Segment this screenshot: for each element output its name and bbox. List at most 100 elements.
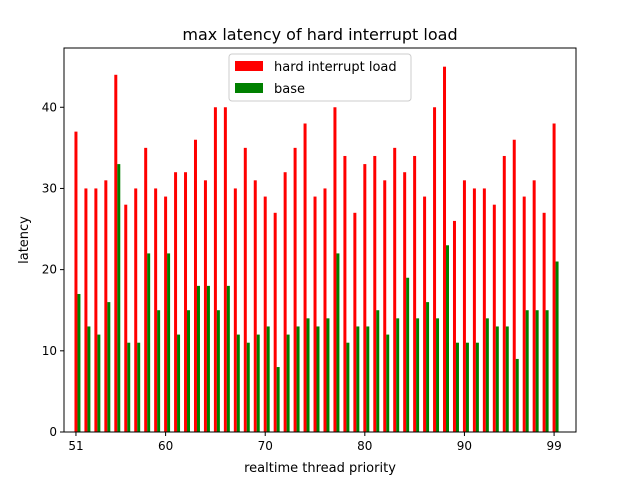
y-tick-label: 20 bbox=[42, 263, 57, 277]
bar-hard-interrupt-load-55 bbox=[114, 74, 118, 432]
bar-hard-interrupt-load-51 bbox=[74, 131, 78, 432]
bar-hard-interrupt-load-92 bbox=[482, 188, 486, 432]
bar-base-95 bbox=[515, 358, 519, 432]
bar-hard-interrupt-load-61 bbox=[174, 172, 178, 432]
bar-base-73 bbox=[296, 326, 300, 432]
bar-base-66 bbox=[226, 285, 230, 432]
bar-hard-interrupt-load-89 bbox=[452, 220, 456, 432]
bar-base-94 bbox=[505, 326, 509, 432]
bar-base-92 bbox=[485, 318, 489, 432]
legend-swatch-base bbox=[235, 83, 263, 93]
bar-hard-interrupt-load-74 bbox=[303, 123, 307, 432]
bar-hard-interrupt-load-77 bbox=[333, 107, 337, 432]
bar-hard-interrupt-load-69 bbox=[253, 180, 257, 432]
bar-hard-interrupt-load-94 bbox=[502, 155, 506, 432]
bar-base-61 bbox=[177, 334, 181, 432]
bar-base-75 bbox=[316, 326, 320, 432]
bar-hard-interrupt-load-56 bbox=[124, 204, 128, 432]
bar-hard-interrupt-load-84 bbox=[403, 172, 407, 432]
bar-base-65 bbox=[216, 310, 220, 432]
bar-hard-interrupt-load-93 bbox=[492, 204, 496, 432]
bar-hard-interrupt-load-72 bbox=[283, 172, 287, 432]
bar-hard-interrupt-load-80 bbox=[363, 164, 367, 432]
y-tick-label: 10 bbox=[42, 344, 57, 358]
bar-base-76 bbox=[326, 318, 330, 432]
y-tick-label: 40 bbox=[42, 100, 57, 114]
bar-hard-interrupt-load-91 bbox=[472, 188, 476, 432]
x-tick-label: 60 bbox=[158, 439, 173, 453]
bar-hard-interrupt-load-97 bbox=[532, 180, 536, 432]
bar-base-78 bbox=[346, 342, 350, 432]
legend-label-base: base bbox=[274, 82, 305, 97]
bar-hard-interrupt-load-62 bbox=[184, 172, 188, 432]
bar-hard-interrupt-load-66 bbox=[223, 107, 227, 432]
x-axis-label: realtime thread priority bbox=[244, 461, 396, 476]
bar-base-88 bbox=[446, 245, 449, 432]
x-tick-label: 70 bbox=[258, 439, 273, 453]
bar-hard-interrupt-load-70 bbox=[263, 196, 267, 432]
x-tick-label: 51 bbox=[68, 439, 83, 453]
bar-base-91 bbox=[475, 342, 479, 432]
legend-box bbox=[228, 53, 412, 102]
y-axis-label: latency bbox=[17, 216, 32, 264]
x-tick-label: 90 bbox=[457, 439, 472, 453]
bar-base-62 bbox=[187, 310, 191, 432]
bar-hard-interrupt-load-90 bbox=[462, 180, 466, 432]
bar-base-84 bbox=[406, 277, 410, 432]
y-tick-label: 30 bbox=[42, 181, 57, 195]
bar-hard-interrupt-load-60 bbox=[164, 196, 168, 432]
bar-base-99 bbox=[555, 261, 559, 432]
bar-base-71 bbox=[276, 367, 280, 432]
bar-base-89 bbox=[455, 342, 459, 432]
bar-hard-interrupt-load-78 bbox=[343, 155, 347, 432]
bar-hard-interrupt-load-98 bbox=[542, 212, 546, 432]
bar-hard-interrupt-load-57 bbox=[134, 188, 138, 432]
bar-base-85 bbox=[416, 318, 420, 432]
bar-base-70 bbox=[266, 326, 270, 432]
bar-hard-interrupt-load-54 bbox=[104, 180, 108, 432]
bar-hard-interrupt-load-58 bbox=[144, 147, 148, 433]
bar-base-64 bbox=[206, 285, 210, 432]
bar-hard-interrupt-load-53 bbox=[94, 188, 98, 432]
bar-hard-interrupt-load-68 bbox=[243, 147, 247, 433]
y-axis-ticks: 0 10 20 30 40 bbox=[42, 100, 64, 439]
x-tick-label: 99 bbox=[546, 439, 561, 453]
bar-base-93 bbox=[495, 326, 499, 432]
bar-hard-interrupt-load-79 bbox=[353, 212, 357, 432]
bar-base-51 bbox=[77, 293, 81, 432]
bar-base-74 bbox=[306, 318, 310, 432]
bar-hard-interrupt-load-95 bbox=[512, 139, 516, 433]
bar-base-55 bbox=[117, 164, 121, 432]
bar-hard-interrupt-load-52 bbox=[84, 188, 88, 432]
bar-hard-interrupt-load-64 bbox=[203, 180, 207, 432]
bar-base-96 bbox=[525, 310, 529, 432]
bar-base-90 bbox=[465, 342, 469, 432]
bar-hard-interrupt-load-96 bbox=[522, 196, 526, 432]
bar-base-57 bbox=[137, 342, 141, 432]
bar-hard-interrupt-load-76 bbox=[323, 188, 327, 432]
bars-layer bbox=[74, 66, 559, 433]
bar-base-81 bbox=[376, 310, 380, 432]
bar-base-56 bbox=[127, 342, 131, 432]
bar-hard-interrupt-load-82 bbox=[383, 180, 387, 432]
bar-hard-interrupt-load-73 bbox=[293, 147, 297, 433]
legend: hard interrupt load base bbox=[228, 53, 412, 102]
bar-base-82 bbox=[386, 334, 390, 432]
bar-hard-interrupt-load-71 bbox=[273, 212, 277, 432]
bar-hard-interrupt-load-59 bbox=[154, 188, 158, 432]
bar-hard-interrupt-load-99 bbox=[552, 123, 556, 432]
plot-frame bbox=[63, 47, 577, 433]
bar-base-54 bbox=[107, 302, 111, 432]
legend-swatch-hard-interrupt-load bbox=[235, 61, 263, 71]
bar-base-67 bbox=[236, 334, 240, 432]
bar-base-86 bbox=[426, 302, 430, 432]
bar-base-52 bbox=[87, 326, 91, 432]
bar-hard-interrupt-load-83 bbox=[393, 147, 397, 433]
bar-hard-interrupt-load-63 bbox=[193, 139, 197, 433]
bar-base-68 bbox=[246, 342, 250, 432]
bar-hard-interrupt-load-65 bbox=[213, 107, 217, 432]
y-tick-label: 0 bbox=[49, 425, 57, 439]
bar-base-53 bbox=[97, 334, 101, 432]
bar-base-72 bbox=[286, 334, 290, 432]
